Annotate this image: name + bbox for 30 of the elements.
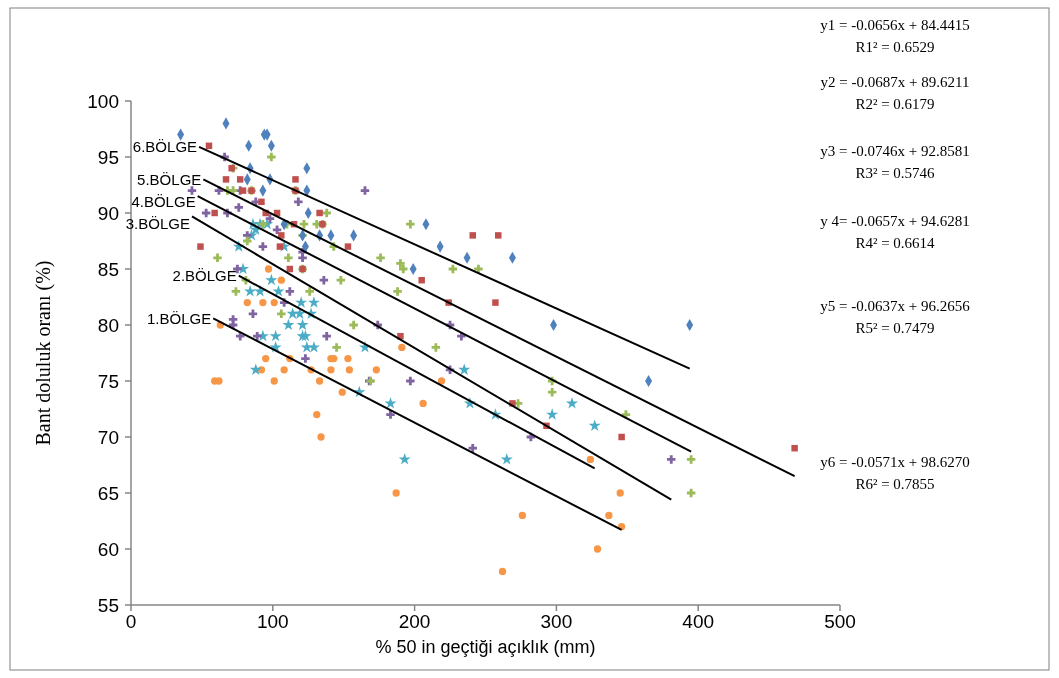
annotation: y5 = -0.0637x + 96.2656 R5² = 0.7479 [820,298,971,336]
text: y1 = -0.0656x + 84.4415 R1² = 0.6529 [820,17,970,55]
x-tick-label: 200 [398,611,431,632]
y-tick-label: 60 [97,538,119,560]
y-tick-label: 55 [97,594,119,616]
y-tick-label: 100 [87,90,119,112]
annotation: y6 = -0.0571x + 98.6270 R6² = 0.7855 [820,454,970,492]
x-axis-title: % 50 in geçtiği açıklık (mm) [375,637,596,657]
annotation: y3 = -0.0746x + 92.8581 R3² = 0.5746 [820,143,970,181]
series-label: 3.BÖLGE [125,214,190,232]
series-label: 4.BÖLGE [131,192,196,210]
y-tick-label: 65 [97,482,119,504]
series-label: 6.BÖLGE [132,138,198,156]
y-tick-label: 90 [97,202,119,224]
y-tick-label: 70 [97,426,119,448]
annotation: y 4= -0.0657x + 94.6281 R4² = 0.6614 [820,213,970,251]
x-tick-label: 100 [256,611,289,632]
y-tick-label: 75 [97,370,119,392]
x-tick-label: 500 [824,611,856,632]
y-tick-label: 80 [97,314,119,336]
x-tick-label: 400 [682,611,715,632]
y-axis-title: Bant doluluk oranı (%) [32,260,55,446]
y-tick-label: 95 [97,146,119,168]
x-tick-label: 0 [125,611,137,632]
series-label: 2.BÖLGE [172,266,237,284]
series-label: 5.BÖLGE [137,170,202,188]
y-tick-label: 85 [97,258,119,280]
series-label: 1.BÖLGE [147,309,212,327]
x-tick-label: 300 [540,611,573,632]
annotation: y2 = -0.0687x + 89.6211 R2² = 0.6179 [820,74,970,112]
